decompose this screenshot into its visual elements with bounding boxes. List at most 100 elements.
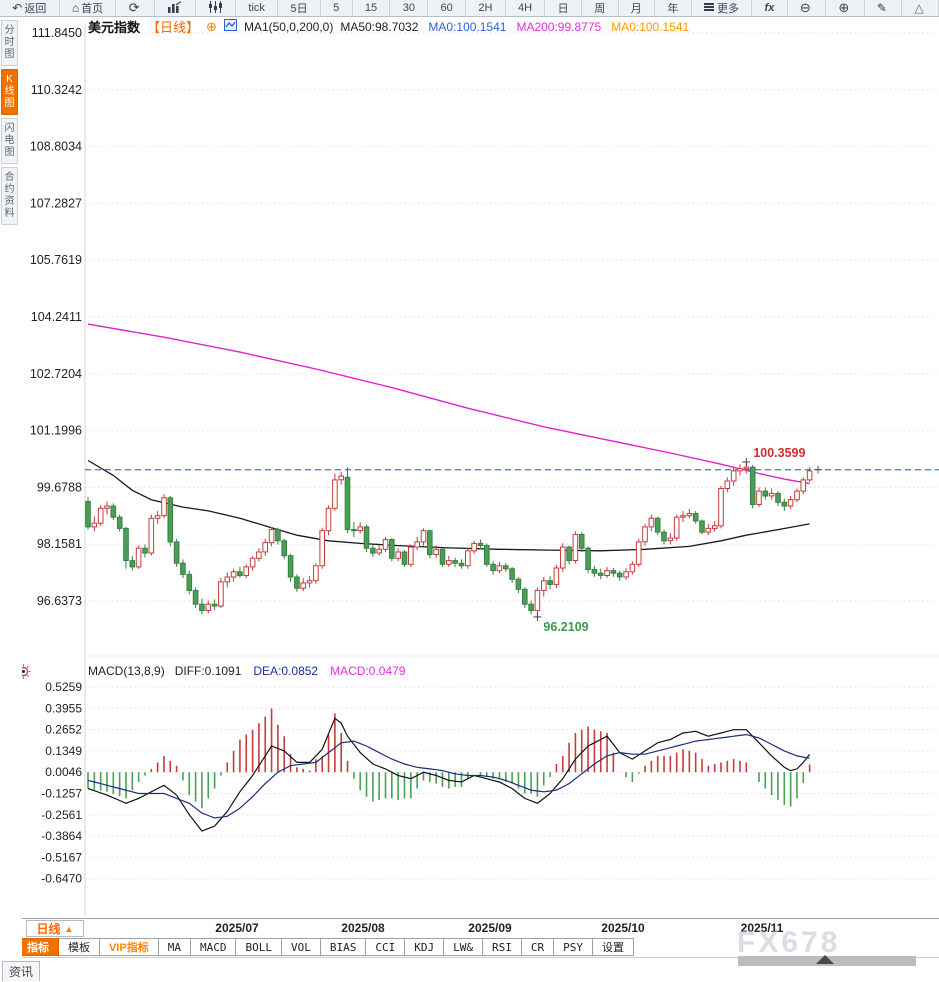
indicator-tab-VOL[interactable]: VOL bbox=[281, 938, 321, 956]
chart-header: 美元指数 【日线】 ⊕ MA1(50,0,200,0) MA50:98.7032 MA… bbox=[88, 18, 689, 36]
toolbar-interval-30[interactable]: 30 bbox=[390, 0, 429, 16]
macd-value: MACD:0.0479 bbox=[330, 664, 406, 678]
menu-icon bbox=[703, 2, 717, 15]
ma-values: MA50:98.7032 MA0:100.1541 MA200:99.8775 MA0… bbox=[340, 20, 689, 34]
svg-text:0.5259: 0.5259 bbox=[45, 680, 82, 694]
svg-text:107.2827: 107.2827 bbox=[30, 196, 82, 210]
svg-text:-0.5167: -0.5167 bbox=[41, 850, 82, 864]
toolbar-zoom-in[interactable]: ⊕ bbox=[826, 0, 865, 16]
indicator-tab-VIP指标[interactable]: VIP指标 bbox=[100, 938, 159, 956]
indicator-tab-模板[interactable]: 模板 bbox=[59, 938, 100, 956]
chevron-up-icon: ▲ bbox=[64, 923, 74, 934]
indicator-tab-BIAS[interactable]: BIAS bbox=[320, 938, 367, 956]
svg-text:101.1996: 101.1996 bbox=[30, 424, 82, 438]
macd-value: DIFF:0.1091 bbox=[174, 664, 242, 678]
toolbar-interval-2h[interactable]: 2H bbox=[466, 0, 506, 16]
period-label: 【日线】 bbox=[147, 20, 200, 35]
toolbar-interval-year[interactable]: 年 bbox=[655, 0, 692, 16]
horizontal-scrollbar[interactable] bbox=[738, 955, 916, 966]
home-icon: ⌂ bbox=[71, 0, 80, 15]
indicator-tab-BOLL[interactable]: BOLL bbox=[236, 938, 282, 956]
indicator-toolbar: 指标 模板 VIP指标 MA MACD BOLL VOL BIAS CCI KDJ LW& RSI CR… bbox=[0, 937, 939, 958]
toolbar-fx-indicator[interactable]: fx bbox=[752, 0, 788, 16]
indicator-tab-PSY[interactable]: PSY bbox=[554, 938, 593, 956]
toolbar-interval-day[interactable]: 日 bbox=[545, 0, 582, 16]
toolbar-interval-week[interactable]: 周 bbox=[582, 0, 619, 16]
x-axis-label: 2025/07 bbox=[215, 921, 259, 935]
symbol-title: 美元指数 bbox=[88, 20, 141, 35]
svg-text:-0.2561: -0.2561 bbox=[41, 808, 82, 822]
scrollbar-position-marker[interactable] bbox=[816, 955, 834, 964]
toolbar-interval-5d[interactable]: 5日 bbox=[278, 0, 321, 16]
svg-text:96.6373: 96.6373 bbox=[37, 594, 82, 608]
toolbar-interval-5[interactable]: 5 bbox=[321, 0, 353, 16]
macd-header: MACD(13,8,9) DIFF:0.1091 DEA:0.0852 MACD:0… bbox=[88, 664, 405, 678]
x-axis-label: 2025/11 bbox=[740, 921, 784, 935]
ma-value: MA50:98.7032 bbox=[340, 19, 419, 34]
x-axis-label: 2025/09 bbox=[468, 921, 512, 935]
svg-text:-0.6470: -0.6470 bbox=[41, 872, 82, 886]
indicator-tab-MACD[interactable]: MACD bbox=[190, 938, 237, 956]
svg-text:105.7619: 105.7619 bbox=[30, 253, 82, 267]
left-sidebar: 分时图 K线图闪电图合约资料 bbox=[0, 17, 22, 962]
macd-title: MACD(13,8,9) bbox=[88, 664, 165, 678]
toolbar-more[interactable]: 更多 bbox=[692, 0, 753, 16]
toolbar-bar-chart-style[interactable] bbox=[155, 0, 196, 16]
toolbar-shapes[interactable]: △ bbox=[902, 0, 939, 16]
svg-text:111.8450: 111.8450 bbox=[32, 26, 82, 40]
indicator-tab-CR[interactable]: CR bbox=[521, 938, 555, 956]
sidebar-tab-分时图[interactable]: 分时图 bbox=[1, 20, 18, 66]
date-axis: 日线 ▲ 2025/07 2025/08 2025/09 2025/10 2025/11 bbox=[0, 918, 939, 937]
svg-text:110.3242: 110.3242 bbox=[31, 83, 82, 97]
x-axis-label: 2025/10 bbox=[601, 921, 645, 935]
zoom-out-icon: ⊖ bbox=[799, 0, 811, 15]
period-selector-label: 日线 bbox=[36, 922, 61, 936]
indicator-tab-CCI[interactable]: CCI bbox=[366, 938, 406, 956]
pencil-icon: ✎ bbox=[876, 0, 887, 15]
sidebar-tab-K线图[interactable]: K线图 bbox=[1, 69, 18, 115]
macd-values: DIFF:0.1091 DEA:0.0852 MACD:0.0479 bbox=[175, 664, 406, 678]
line-chart-icon bbox=[223, 19, 237, 34]
ma-settings: MA1(50,0,200,0) bbox=[243, 19, 334, 34]
svg-text:100.3599: 100.3599 bbox=[753, 446, 805, 460]
svg-text:108.8034: 108.8034 bbox=[30, 140, 82, 154]
period-selector[interactable]: 日线 ▲ bbox=[26, 920, 84, 937]
macd-value: DEA:0.0852 bbox=[253, 664, 319, 678]
news-tab[interactable]: 资讯 bbox=[2, 961, 40, 981]
svg-text:0.1349: 0.1349 bbox=[45, 744, 82, 758]
zoom-in-icon: ⊕ bbox=[838, 0, 850, 15]
svg-text:0.2652: 0.2652 bbox=[45, 723, 82, 737]
indicator-tab-MA[interactable]: MA bbox=[158, 938, 191, 956]
svg-text:98.1581: 98.1581 bbox=[37, 537, 82, 551]
toolbar-interval-month[interactable]: 月 bbox=[619, 0, 656, 16]
svg-text:99.6788: 99.6788 bbox=[37, 480, 82, 494]
back-arrow-icon: ↶ bbox=[12, 0, 23, 15]
sidebar-tab-合约资料[interactable]: 合约资料 bbox=[1, 167, 18, 225]
triangle-icon: △ bbox=[914, 0, 924, 15]
svg-text:0.3955: 0.3955 bbox=[45, 701, 82, 715]
indicator-tab-RSI[interactable]: RSI bbox=[482, 938, 522, 956]
toolbar-interval-tick[interactable]: tick bbox=[236, 0, 279, 16]
toolbar-interval-60[interactable]: 60 bbox=[428, 0, 467, 16]
toolbar-interval-4h[interactable]: 4H bbox=[506, 0, 546, 16]
toolbar-candle-style[interactable] bbox=[196, 0, 237, 16]
sidebar-tab-闪电图[interactable]: 闪电图 bbox=[1, 118, 18, 164]
add-overlay-icon[interactable]: ⊕ bbox=[206, 18, 217, 34]
toolbar-interval-15[interactable]: 15 bbox=[353, 0, 391, 16]
toolbar-back[interactable]: ↶ 返回 bbox=[0, 0, 60, 16]
indicator-tab-KDJ[interactable]: KDJ bbox=[405, 938, 445, 956]
svg-text:96.2109: 96.2109 bbox=[543, 620, 588, 634]
svg-text:102.7204: 102.7204 bbox=[30, 367, 82, 381]
toolbar-home[interactable]: ⌂ 首页 bbox=[60, 0, 117, 16]
toolbar-refresh[interactable]: ⟳ bbox=[116, 0, 155, 16]
toolbar-draw[interactable]: ✎ bbox=[865, 0, 903, 16]
indicator-tab-LW&[interactable]: LW& bbox=[444, 938, 483, 956]
indicator-tab-设置[interactable]: 设置 bbox=[592, 938, 634, 956]
ma-value: MA200:99.8775 bbox=[516, 19, 602, 34]
indicator-tab-指标[interactable]: 指标 bbox=[17, 938, 59, 956]
candle-style-icon bbox=[208, 0, 223, 16]
svg-text:0.0046: 0.0046 bbox=[45, 765, 82, 779]
toolbar-zoom-out[interactable]: ⊖ bbox=[788, 0, 827, 16]
top-toolbar: ↶ 返回 ⌂ 首页 ⟳ tick 5日 5 15 30 60 2H 4H 日周月年更多 fx ⊖ ⊕ ✎ △ bbox=[0, 0, 939, 17]
